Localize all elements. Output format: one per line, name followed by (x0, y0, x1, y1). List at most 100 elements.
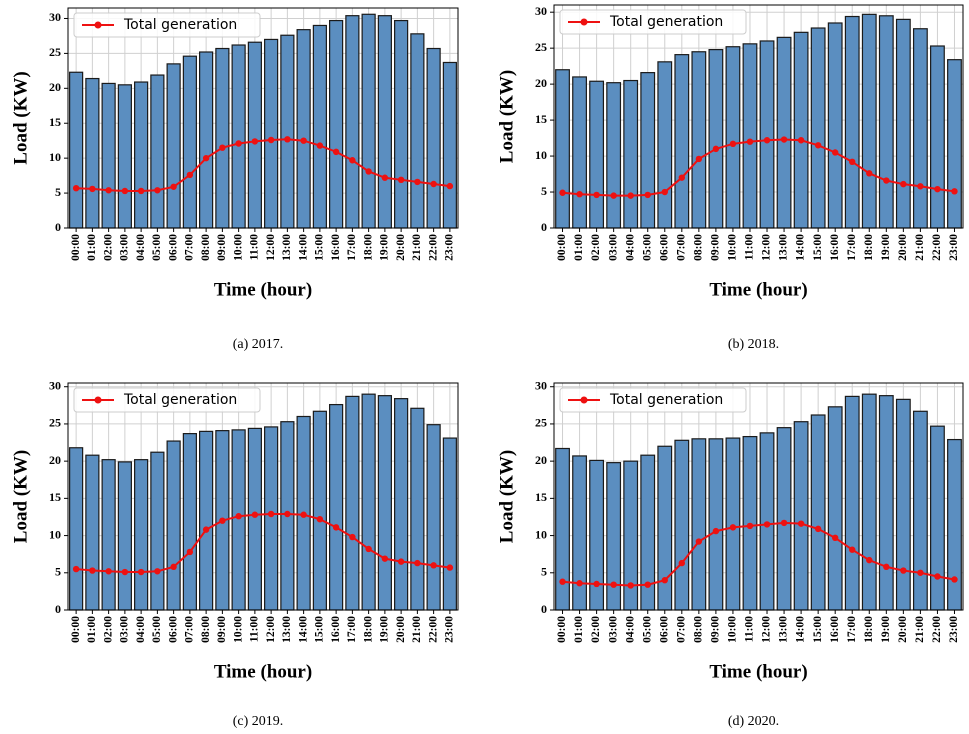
x-tick-label: 00:00 (70, 234, 82, 261)
line-marker (349, 157, 356, 164)
line-marker (121, 187, 129, 195)
bar (895, 18, 911, 229)
line-marker (154, 187, 161, 194)
bar (215, 47, 230, 229)
x-tick-label: 09:00 (216, 616, 228, 643)
bar (280, 34, 295, 229)
x-tick-label: 10:00 (232, 616, 244, 643)
line-marker (170, 183, 177, 190)
bar (199, 430, 214, 611)
line-marker (121, 568, 129, 576)
x-tick-label: 03:00 (119, 234, 131, 261)
bar (640, 72, 656, 229)
line-marker (219, 144, 226, 151)
bar (725, 46, 741, 229)
subplot: 0 5 10 15 20 25 30 00:00 01:00 02:00 03:00 04:00 05:… (496, 378, 964, 729)
x-tick-label: 18:00 (362, 616, 374, 643)
line-marker (763, 521, 771, 528)
bar (264, 426, 279, 611)
bar (793, 31, 809, 229)
line-marker (89, 567, 96, 574)
y-axis-label: Load (KW) (496, 70, 517, 163)
y-tick-label: 10 (535, 148, 547, 162)
plot-area (554, 383, 963, 610)
x-tick-label: 12:00 (265, 616, 277, 643)
x-axis-label: Time (hour) (709, 279, 807, 300)
plot-frame (553, 382, 964, 611)
line-marker (934, 573, 941, 580)
x-tick-label: 21:00 (411, 234, 423, 261)
line-marker (576, 190, 583, 198)
line-marker (900, 180, 907, 188)
legend-label: Total generation (123, 392, 237, 408)
x-tick-label: 01:00 (86, 234, 98, 261)
x-tick-label: 09:00 (710, 234, 722, 261)
bar (296, 29, 311, 229)
line-marker (105, 568, 112, 575)
line-marker (154, 568, 161, 575)
line-marker (365, 168, 372, 175)
x-tick-label: 20:00 (395, 616, 407, 643)
x-tick-label: 18:00 (863, 616, 875, 643)
y-tick-label: 20 (535, 453, 547, 467)
bar (199, 51, 214, 229)
line-marker (267, 136, 275, 144)
x-tick-label: 11:00 (744, 234, 756, 260)
bar (810, 27, 826, 229)
line-marker (397, 558, 405, 565)
x-tick-label: 22:00 (931, 234, 943, 261)
line-marker (170, 563, 177, 571)
bar (827, 22, 843, 229)
line-marker (610, 581, 617, 588)
x-axis-label: Time (hour) (214, 661, 312, 682)
x-tick-label: 22:00 (427, 234, 439, 261)
legend-box (73, 387, 261, 413)
x-tick-label: 10:00 (727, 234, 739, 261)
legend-box (559, 387, 747, 413)
bar (312, 24, 327, 229)
x-tick-label: 15:00 (812, 234, 824, 261)
x-tick-label: 05:00 (641, 234, 653, 261)
bar (312, 410, 327, 611)
bar (117, 461, 132, 611)
x-tick-label: 00:00 (70, 616, 82, 643)
legend-marker (94, 396, 102, 404)
bar (861, 13, 877, 229)
bar (759, 40, 775, 229)
line-marker (186, 171, 194, 179)
x-tick-label: 21:00 (914, 616, 926, 643)
y-tick-label: 0 (55, 220, 61, 234)
line-marker (951, 576, 958, 583)
line-marker (365, 545, 372, 553)
bar (674, 439, 690, 611)
x-tick-label: 17:00 (346, 234, 358, 261)
legend-box (73, 12, 261, 38)
line-marker (414, 178, 421, 186)
x-tick-label: 14:00 (297, 616, 309, 643)
x-tick-label: 21:00 (914, 234, 926, 261)
bar (150, 74, 165, 229)
y-tick-label: 0 (541, 220, 547, 234)
x-tick-label: 15:00 (314, 234, 326, 261)
line-marker (951, 188, 958, 195)
subplot: 0 5 10 15 20 25 30 00:00 01:00 02:00 03:00 04:00 05:… (10, 378, 459, 729)
y-tick-label: 30 (535, 4, 547, 18)
x-tick-label: 06:00 (167, 234, 179, 261)
x-tick-label: 17:00 (846, 616, 858, 643)
bar (394, 398, 409, 611)
bar (776, 36, 792, 229)
legend-label: Total generation (609, 392, 723, 408)
x-tick-label: 13:00 (281, 234, 293, 261)
line-marker (797, 520, 805, 527)
line-marker (397, 176, 405, 184)
y-tick-label: 25 (535, 40, 547, 54)
bar (606, 462, 622, 611)
bar (361, 393, 376, 611)
line-marker (89, 185, 96, 193)
x-tick-label: 03:00 (607, 616, 619, 643)
bar (878, 395, 894, 611)
x-tick-label: 14:00 (795, 616, 807, 643)
x-tick-label: 01:00 (573, 234, 585, 261)
line-marker (332, 524, 340, 531)
line-marker (678, 559, 686, 567)
